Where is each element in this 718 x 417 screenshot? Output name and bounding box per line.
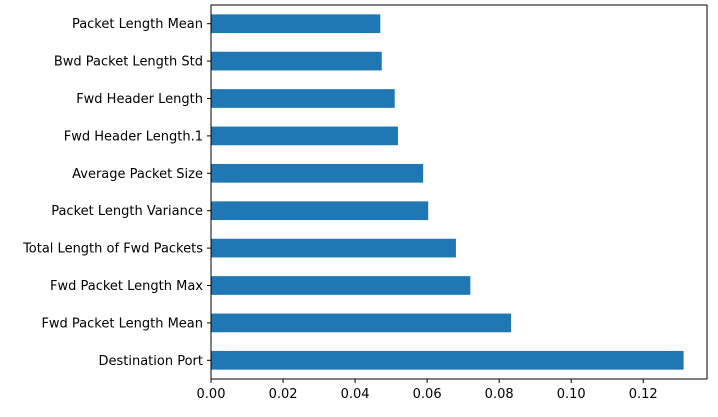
bar xyxy=(211,201,429,221)
bar xyxy=(211,51,382,71)
bar xyxy=(211,89,395,108)
bar xyxy=(211,350,684,370)
bar xyxy=(211,14,381,34)
x-tick-label: 0.10 xyxy=(557,387,586,402)
y-tick-label: Fwd Header Length.1 xyxy=(64,129,203,144)
bars-layer xyxy=(211,14,684,370)
bar xyxy=(211,238,456,258)
x-tick-label: 0.04 xyxy=(341,387,370,402)
y-tick-label: Fwd Packet Length Mean xyxy=(41,316,203,331)
x-tick-label: 0.06 xyxy=(413,387,442,402)
axes-layer xyxy=(210,4,708,380)
y-tick-label: Destination Port xyxy=(98,354,203,369)
y-tick-label: Fwd Packet Length Max xyxy=(50,279,203,294)
x-tick-label: 0.02 xyxy=(269,387,298,402)
y-axis-ticks: Destination Port Fwd Packet Length Mean Fw… xyxy=(22,17,211,369)
x-tick-label: 0.08 xyxy=(485,387,514,402)
plot-frame xyxy=(210,4,708,380)
y-tick-label: Total Length of Fwd Packets xyxy=(22,242,203,257)
y-tick-label: Bwd Packet Length Std xyxy=(54,55,203,70)
x-tick-label: 0.12 xyxy=(629,387,658,402)
x-axis-ticks: 0.00 0.02 0.04 0.06 0.08 0.10 0.12 xyxy=(197,379,658,402)
x-tick-label: 0.00 xyxy=(197,387,226,402)
y-tick-label: Packet Length Mean xyxy=(72,17,203,32)
y-tick-label: Fwd Header Length xyxy=(76,92,203,107)
bar xyxy=(211,276,471,295)
y-tick-label: Average Packet Size xyxy=(72,167,203,182)
bar xyxy=(211,313,512,333)
y-tick-label: Packet Length Variance xyxy=(51,204,203,219)
bar xyxy=(211,163,424,183)
bar xyxy=(211,126,398,146)
